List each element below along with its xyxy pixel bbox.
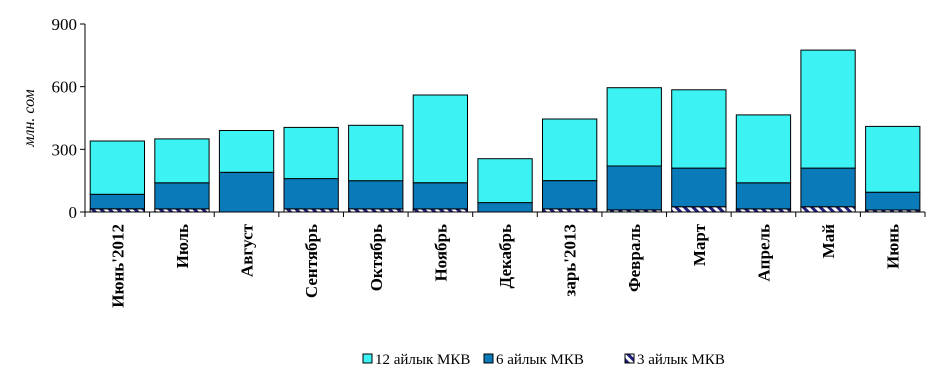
x-tick-label: Февраль — [625, 224, 644, 292]
x-tick-label: Май — [819, 224, 838, 259]
bar-12-month-10 — [671, 89, 727, 169]
y-tick-label: 600 — [52, 78, 78, 97]
bar-6-month-11 — [735, 182, 792, 210]
y-tick-label: 900 — [52, 15, 78, 34]
bar-12-month-12 — [800, 49, 856, 169]
legend-swatch-6-month — [483, 353, 494, 364]
x-tick-label: Сентябрь — [302, 224, 321, 298]
bar-6-month-4 — [283, 178, 339, 210]
x-tick-label: Октябрь — [367, 224, 386, 291]
x-tick-label: Декабрь — [496, 224, 515, 288]
bar-6-month-10 — [671, 167, 727, 208]
bar-12-month-4 — [283, 126, 339, 180]
x-tick-label: Июнь'2012 — [108, 224, 127, 308]
bar-6-month-8 — [542, 180, 598, 210]
bar-12-month-11 — [735, 114, 792, 184]
y-axis-title: млн. сом — [21, 89, 38, 147]
plot-area — [89, 49, 921, 213]
bar-3-month-10 — [671, 206, 727, 213]
bar-6-month-1 — [89, 193, 145, 210]
bar-6-month-2 — [154, 182, 210, 210]
bar-12-month-1 — [89, 140, 145, 195]
bar-6-month-5 — [348, 180, 404, 210]
x-tick-label: зарь'2013 — [561, 224, 580, 297]
bar-6-month-13 — [865, 191, 921, 211]
bar-6-month-9 — [606, 165, 662, 211]
bar-6-month-6 — [412, 182, 469, 210]
bar-6-month-7 — [477, 202, 533, 213]
legend: 12 айлык МКВ 6 айлык МКВ 3 айлык МКВ — [362, 352, 725, 368]
bar-12-month-9 — [606, 87, 662, 167]
x-tick-label: Июль — [173, 224, 192, 268]
x-tick-label: Апрель — [755, 224, 774, 282]
legend-label: 3 айлык МКВ — [637, 352, 725, 368]
bar-12-month-5 — [348, 124, 404, 182]
x-tick-label: Март — [690, 223, 709, 266]
bar-12-month-6 — [412, 94, 469, 184]
legend-label: 6 айлык МКВ — [496, 352, 584, 368]
legend-swatch-12-month — [362, 353, 373, 364]
axes: Июнь'2012 Июль Август Сентябрь Октябрь Ноябрь… — [52, 15, 926, 308]
bar-12-month-2 — [154, 138, 210, 184]
bar-6-month-12 — [800, 167, 856, 208]
bar-12-month-13 — [865, 125, 921, 193]
y-tick-label: 300 — [52, 140, 78, 159]
bar-12-month-3 — [218, 130, 275, 173]
y-tick-label: 0 — [69, 203, 78, 222]
x-tick-label: Июнь — [884, 224, 903, 269]
x-tick-label: Август — [238, 223, 257, 277]
x-tick-label: Ноябрь — [431, 224, 450, 282]
legend-swatch-3-month — [624, 353, 635, 364]
bar-12-month-8 — [542, 118, 598, 182]
bar-6-month-3 — [218, 171, 275, 213]
bar-12-month-7 — [477, 158, 533, 204]
bar-3-month-12 — [800, 206, 856, 213]
legend-label: 12 айлык МКВ — [375, 352, 470, 368]
